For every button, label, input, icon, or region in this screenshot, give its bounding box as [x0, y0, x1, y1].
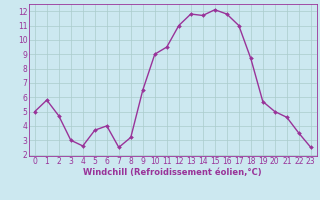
X-axis label: Windchill (Refroidissement éolien,°C): Windchill (Refroidissement éolien,°C): [84, 168, 262, 177]
